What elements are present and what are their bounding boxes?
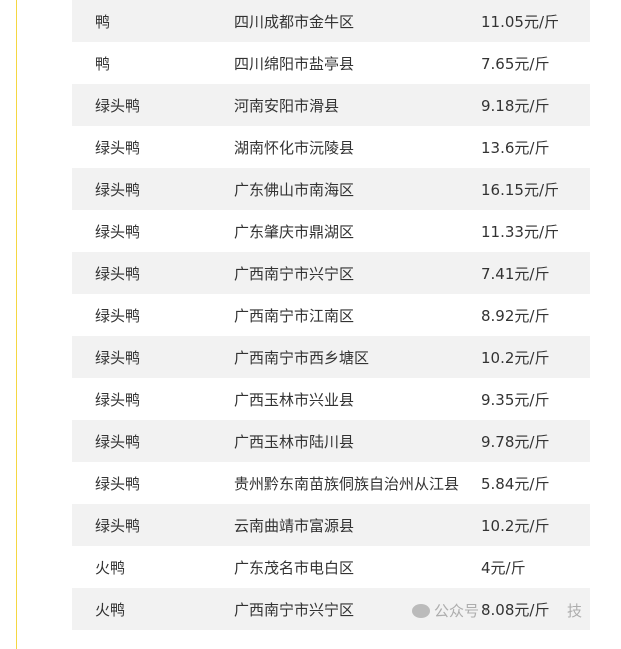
breed-cell: 绿头鸭 [95, 138, 141, 157]
price-cell: 11.33元/斤 [481, 222, 559, 241]
region-cell: 四川成都市金牛区 [234, 12, 355, 31]
table-row: 绿头鸭 河南安阳市滑县 9.18元/斤 [72, 84, 590, 126]
region-cell: 四川绵阳市盐亭县 [234, 54, 355, 73]
region-cell: 湖南怀化市沅陵县 [234, 138, 355, 157]
breed-cell: 火鸭 [95, 600, 126, 619]
breed-cell: 绿头鸭 [95, 432, 141, 451]
price-cell: 16.15元/斤 [481, 180, 559, 199]
price-table: 鸭四川成都市金牛区 11.05元/斤鸭四川绵阳市盐亭县 7.65元/斤 绿头鸭 河南安阳… [72, 0, 590, 630]
price-cell: 13.6元/斤 [481, 138, 550, 157]
breed-cell: 绿头鸭 [95, 180, 141, 199]
breed-cell: 绿头鸭 [95, 474, 141, 493]
breed-cell: 鸭 [95, 12, 111, 31]
price-cell: 8.92元/斤 [481, 306, 550, 325]
watermark: 公众号 · 技 [412, 600, 582, 621]
price-cell: 5.84元/斤 [481, 474, 550, 493]
region-cell: 广东茂名市电白区 [234, 558, 355, 577]
table-row: 绿头鸭 广东肇庆市鼎湖区 11.33元/斤 [72, 210, 590, 252]
region-cell: 河南安阳市滑县 [234, 96, 340, 115]
table-row: 绿头鸭 广西玉林市陆川县 9.78元/斤 [72, 420, 590, 462]
breed-cell: 鸭 [95, 54, 111, 73]
region-cell: 广西南宁市兴宁区 [234, 264, 355, 283]
watermark-prefix: 公众号 · [434, 602, 489, 620]
region-cell: 广东佛山市南海区 [234, 180, 355, 199]
table-row: 鸭 四川绵阳市盐亭县 7.65元/斤 [72, 42, 590, 84]
table-row: 绿头鸭 广西南宁市兴宁区 7.41元/斤 [72, 252, 590, 294]
region-cell: 广西玉林市兴业县 [234, 390, 355, 409]
table-row: 鸭 四川成都市金牛区 11.05元/斤 [72, 0, 590, 42]
table-row: 绿头鸭 贵州黔东南苗族侗族自治州从江县 5.84元/斤 [72, 462, 590, 504]
price-cell: 7.41元/斤 [481, 264, 550, 283]
price-cell: 7.65元/斤 [481, 54, 550, 73]
breed-cell: 绿头鸭 [95, 516, 141, 535]
breed-cell: 绿头鸭 [95, 348, 141, 367]
table-row: 绿头鸭 广西南宁市西乡塘区 10.2元/斤 [72, 336, 590, 378]
region-cell: 广西南宁市西乡塘区 [234, 348, 370, 367]
region-cell: 广西南宁市江南区 [234, 306, 355, 325]
table-row: 绿头鸭 广西南宁市江南区 8.92元/斤 [72, 294, 590, 336]
price-cell: 9.78元/斤 [481, 432, 550, 451]
table-row: 火鸭 广西南宁市兴宁区 8.08元/斤 [72, 588, 590, 630]
price-cell: 10.2元/斤 [481, 348, 550, 367]
table-row: 火鸭 广东茂名市电白区 4元/斤 [72, 546, 590, 588]
table-row: 绿头鸭 云南曲靖市富源县 10.2元/斤 [72, 504, 590, 546]
price-cell: 4元/斤 [481, 558, 526, 577]
breed-cell: 绿头鸭 [95, 96, 141, 115]
breed-cell: 绿头鸭 [95, 390, 141, 409]
region-cell: 云南曲靖市富源县 [234, 516, 355, 535]
table-row: 绿头鸭 湖南怀化市沅陵县 13.6元/斤 [72, 126, 590, 168]
watermark-suffix: 技 [567, 602, 583, 620]
price-cell: 9.18元/斤 [481, 96, 550, 115]
price-cell: 11.05元/斤 [481, 12, 559, 31]
breed-cell: 绿头鸭 [95, 306, 141, 325]
price-cell: 9.35元/斤 [481, 390, 550, 409]
region-cell: 贵州黔东南苗族侗族自治州从江县 [234, 474, 460, 493]
table-row: 绿头鸭 广西玉林市兴业县 9.35元/斤 [72, 378, 590, 420]
wechat-icon [412, 603, 430, 618]
price-cell: 10.2元/斤 [481, 516, 550, 535]
breed-cell: 绿头鸭 [95, 264, 141, 283]
region-cell: 广东肇庆市鼎湖区 [234, 222, 355, 241]
region-cell: 广西玉林市陆川县 [234, 432, 355, 451]
breed-cell: 火鸭 [95, 558, 126, 577]
breed-cell: 绿头鸭 [95, 222, 141, 241]
region-cell: 广西南宁市兴宁区 [234, 600, 355, 619]
left-border-line [16, 0, 17, 649]
price-cell: 8.08元/斤 [481, 600, 550, 619]
table-row: 绿头鸭 广东佛山市南海区 16.15元/斤 [72, 168, 590, 210]
